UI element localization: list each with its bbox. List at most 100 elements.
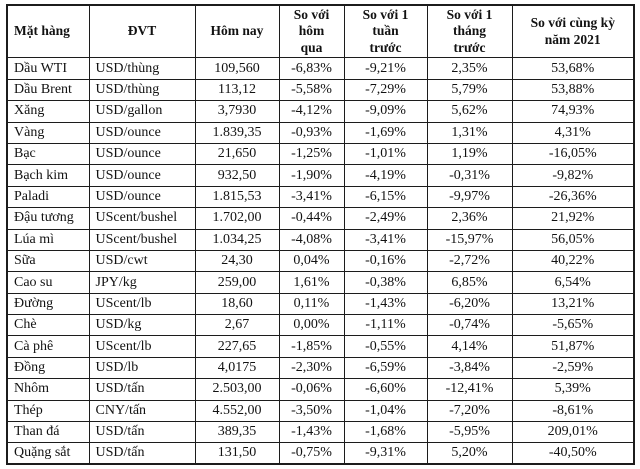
commodity-name-cell: Cà phê (6, 335, 90, 358)
vs-month-cell: 1,31% (426, 121, 513, 144)
vs-2021-cell: 53,68% (511, 57, 635, 80)
table-row: Nhôm USD/tấn 2.503,00 -0,06% -6,60% -12,… (6, 378, 635, 401)
commodity-name-cell: Quặng sắt (6, 442, 90, 465)
header-commodity: Mặt hàng (6, 4, 90, 59)
today-price-cell: 259,00 (194, 271, 280, 294)
today-price-cell: 389,35 (194, 421, 280, 444)
vs-2021-cell: 51,87% (511, 335, 635, 358)
commodity-name-cell: Dầu WTI (6, 57, 90, 80)
vs-month-cell: -7,20% (426, 399, 513, 423)
table-row: Bạc USD/ounce 21,650 -1,25% -1,01% 1,19%… (6, 142, 635, 166)
vs-yesterday-cell: 1,61% (278, 271, 345, 294)
vs-week-cell: -6,59% (343, 356, 428, 380)
vs-week-cell: -0,16% (343, 249, 428, 273)
unit-cell: USD/tấn (88, 442, 196, 465)
vs-2021-cell: 209,01% (511, 421, 635, 444)
vs-2021-cell: -2,59% (511, 356, 635, 380)
vs-month-cell: -3,84% (426, 356, 513, 380)
unit-cell: USD/gallon (88, 100, 196, 123)
unit-cell: UScent/bushel (88, 228, 196, 251)
table-row: Chè USD/kg 2,67 0,00% -1,11% -0,74% -5,6… (6, 314, 635, 337)
table-row: Xăng USD/gallon 3,7930 -4,12% -9,09% 5,6… (6, 100, 635, 123)
commodity-name-cell: Bạch kim (6, 164, 90, 187)
vs-yesterday-cell: -1,25% (278, 142, 345, 166)
commodity-name-cell: Thép (6, 399, 90, 423)
vs-week-cell: -1,43% (343, 292, 428, 316)
unit-cell: USD/thùng (88, 78, 196, 102)
vs-month-cell: -2,72% (426, 249, 513, 273)
unit-cell: USD/ounce (88, 185, 196, 209)
vs-month-cell: -6,20% (426, 292, 513, 316)
unit-cell: USD/cwt (88, 249, 196, 273)
vs-week-cell: -1,11% (343, 314, 428, 337)
vs-month-cell: 2,35% (426, 57, 513, 80)
vs-yesterday-cell: -3,41% (278, 185, 345, 209)
table-row: Dầu Brent USD/thùng 113,12 -5,58% -7,29%… (6, 78, 635, 102)
header-today: Hôm nay (194, 4, 280, 59)
today-price-cell: 227,65 (194, 335, 280, 358)
vs-week-cell: -6,15% (343, 185, 428, 209)
table-header: Mặt hàng ĐVT Hôm nay So với hôm qua So v… (6, 4, 635, 59)
vs-month-cell: -12,41% (426, 378, 513, 401)
commodity-name-cell: Nhôm (6, 378, 90, 401)
table-row: Dầu WTI USD/thùng 109,560 -6,83% -9,21% … (6, 57, 635, 80)
vs-2021-cell: -26,36% (511, 185, 635, 209)
vs-yesterday-cell: 0,04% (278, 249, 345, 273)
today-price-cell: 21,650 (194, 142, 280, 166)
vs-yesterday-cell: -0,06% (278, 378, 345, 401)
vs-week-cell: -4,19% (343, 164, 428, 187)
vs-yesterday-cell: -3,50% (278, 399, 345, 423)
commodity-name-cell: Chè (6, 314, 90, 337)
vs-2021-cell: 5,39% (511, 378, 635, 401)
vs-2021-cell: 4,31% (511, 121, 635, 144)
unit-cell: USD/thùng (88, 57, 196, 80)
unit-cell: USD/lb (88, 356, 196, 380)
vs-month-cell: 6,85% (426, 271, 513, 294)
vs-week-cell: -1,01% (343, 142, 428, 166)
today-price-cell: 3,7930 (194, 100, 280, 123)
today-price-cell: 18,60 (194, 292, 280, 316)
vs-month-cell: 4,14% (426, 335, 513, 358)
table-row: Thép CNY/tấn 4.552,00 -3,50% -1,04% -7,2… (6, 399, 635, 423)
commodity-name-cell: Dầu Brent (6, 78, 90, 102)
vs-week-cell: -1,68% (343, 421, 428, 444)
vs-2021-cell: 13,21% (511, 292, 635, 316)
table-row: Vàng USD/ounce 1.839,35 -0,93% -1,69% 1,… (6, 121, 635, 144)
header-unit: ĐVT (88, 4, 196, 59)
commodity-name-cell: Than đá (6, 421, 90, 444)
commodity-name-cell: Bạc (6, 142, 90, 166)
today-price-cell: 2.503,00 (194, 378, 280, 401)
vs-2021-cell: -5,65% (511, 314, 635, 337)
today-price-cell: 109,560 (194, 57, 280, 80)
today-price-cell: 932,50 (194, 164, 280, 187)
vs-week-cell: -1,04% (343, 399, 428, 423)
vs-week-cell: -2,49% (343, 207, 428, 230)
vs-2021-cell: 56,05% (511, 228, 635, 251)
table-row: Cà phê UScent/lb 227,65 -1,85% -0,55% 4,… (6, 335, 635, 358)
unit-cell: JPY/kg (88, 271, 196, 294)
unit-cell: UScent/lb (88, 292, 196, 316)
unit-cell: USD/ounce (88, 164, 196, 187)
unit-cell: USD/tấn (88, 378, 196, 401)
vs-week-cell: -9,09% (343, 100, 428, 123)
vs-week-cell: -0,55% (343, 335, 428, 358)
table-row: Paladi USD/ounce 1.815,53 -3,41% -6,15% … (6, 185, 635, 209)
today-price-cell: 1.815,53 (194, 185, 280, 209)
commodity-name-cell: Xăng (6, 100, 90, 123)
vs-month-cell: 5,62% (426, 100, 513, 123)
unit-cell: USD/ounce (88, 121, 196, 144)
today-price-cell: 1.702,00 (194, 207, 280, 230)
vs-yesterday-cell: -0,44% (278, 207, 345, 230)
vs-month-cell: -9,97% (426, 185, 513, 209)
commodity-name-cell: Đường (6, 292, 90, 316)
vs-month-cell: 5,20% (426, 442, 513, 465)
vs-2021-cell: 53,88% (511, 78, 635, 102)
vs-month-cell: -0,74% (426, 314, 513, 337)
vs-week-cell: -7,29% (343, 78, 428, 102)
commodity-name-cell: Đồng (6, 356, 90, 380)
commodity-name-cell: Đậu tương (6, 207, 90, 230)
vs-yesterday-cell: -6,83% (278, 57, 345, 80)
header-vs-2021: So với cùng kỳ năm 2021 (511, 4, 635, 59)
commodity-name-cell: Paladi (6, 185, 90, 209)
table-row: Than đá USD/tấn 389,35 -1,43% -1,68% -5,… (6, 421, 635, 444)
